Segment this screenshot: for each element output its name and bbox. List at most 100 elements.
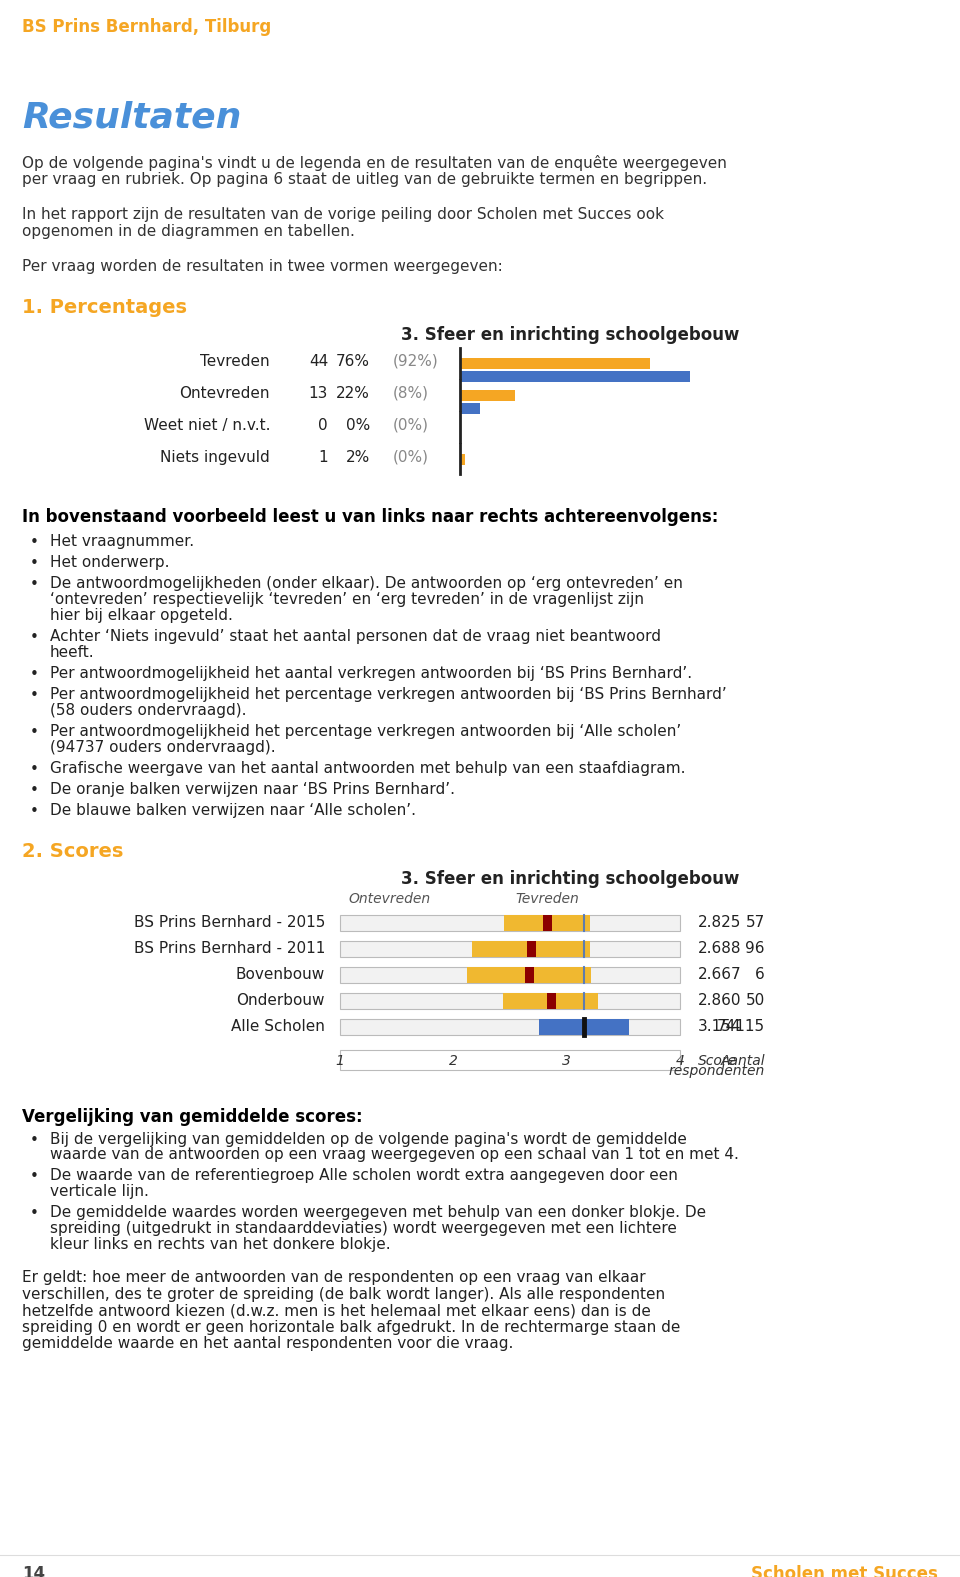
Text: per vraag en rubriek. Op pagina 6 staat de uitleg van de gebruikte termen en beg: per vraag en rubriek. Op pagina 6 staat … [22, 172, 708, 188]
Text: (92%): (92%) [393, 353, 439, 369]
Text: Het onderwerp.: Het onderwerp. [50, 555, 170, 571]
Text: •: • [30, 804, 38, 818]
Bar [340, 915, 680, 930]
Text: spreiding 0 en wordt er geen horizontale balk afgedrukt. In de rechtermarge staa: spreiding 0 en wordt er geen horizontale… [22, 1320, 681, 1334]
Bar [340, 992, 680, 1009]
Text: Het vraagnummer.: Het vraagnummer. [50, 535, 194, 549]
Text: Bij de vergelijking van gemiddelden op de volgende pagina's wordt de gemiddelde: Bij de vergelijking van gemiddelden op d… [50, 1132, 686, 1146]
Text: 3. Sfeer en inrichting schoolgebouw: 3. Sfeer en inrichting schoolgebouw [401, 869, 739, 888]
Text: 2.860: 2.860 [698, 994, 741, 1008]
Text: 3: 3 [563, 1053, 571, 1068]
Text: •: • [30, 629, 38, 645]
Text: •: • [30, 725, 38, 740]
Text: 2. Scores: 2. Scores [22, 842, 124, 861]
Bar [467, 967, 591, 982]
Text: (8%): (8%) [393, 386, 429, 401]
Text: Resultaten: Resultaten [22, 99, 241, 134]
Bar [340, 940, 680, 957]
Text: (0%): (0%) [393, 418, 429, 434]
Text: 44: 44 [309, 353, 328, 369]
Text: Niets ingevuld: Niets ingevuld [160, 449, 270, 465]
Text: Ontevreden: Ontevreden [180, 386, 270, 401]
Text: Score: Score [698, 1053, 737, 1068]
Text: hier bij elkaar opgeteld.: hier bij elkaar opgeteld. [50, 609, 233, 623]
Text: Vergelijking van gemiddelde scores:: Vergelijking van gemiddelde scores: [22, 1107, 363, 1126]
Bar [460, 358, 650, 369]
Bar [460, 371, 690, 382]
Text: respondenten: respondenten [669, 1063, 765, 1077]
Text: 2.688: 2.688 [698, 941, 741, 956]
Text: •: • [30, 1170, 38, 1184]
Text: 2.825: 2.825 [698, 915, 741, 930]
Text: Scholen met Succes: Scholen met Succes [751, 1564, 938, 1577]
Text: spreiding (uitgedrukt in standaarddeviaties) wordt weergegeven met een lichtere: spreiding (uitgedrukt in standaarddeviat… [50, 1221, 677, 1236]
Text: In het rapport zijn de resultaten van de vorige peiling door Scholen met Succes : In het rapport zijn de resultaten van de… [22, 207, 664, 222]
Text: 50: 50 [746, 994, 765, 1008]
Text: Onderbouw: Onderbouw [236, 994, 325, 1008]
Text: Tevreden: Tevreden [515, 891, 579, 905]
Text: BS Prins Bernhard - 2011: BS Prins Bernhard - 2011 [133, 941, 325, 956]
Bar [340, 1019, 680, 1035]
Text: 2%: 2% [346, 449, 370, 465]
Text: opgenomen in de diagrammen en tabellen.: opgenomen in de diagrammen en tabellen. [22, 224, 355, 240]
Bar [539, 1019, 630, 1035]
Text: •: • [30, 688, 38, 703]
Text: 1: 1 [336, 1053, 345, 1068]
Text: ‘ontevreden’ respectievelijk ‘tevreden’ en ‘erg tevreden’ in de vragenlijst zijn: ‘ontevreden’ respectievelijk ‘tevreden’ … [50, 591, 644, 607]
Text: verschillen, des te groter de spreiding (de balk wordt langer). Als alle respond: verschillen, des te groter de spreiding … [22, 1287, 665, 1301]
Text: waarde van de antwoorden op een vraag weergegeven op een schaal van 1 tot en met: waarde van de antwoorden op een vraag we… [50, 1148, 739, 1162]
Bar [340, 1050, 680, 1069]
Text: De blauwe balken verwijzen naar ‘Alle scholen’.: De blauwe balken verwijzen naar ‘Alle sc… [50, 803, 416, 817]
Text: 96: 96 [746, 941, 765, 956]
Text: Tevreden: Tevreden [201, 353, 270, 369]
Text: heeft.: heeft. [50, 645, 95, 659]
Text: 14: 14 [22, 1564, 45, 1577]
Text: •: • [30, 535, 38, 550]
Text: 2: 2 [449, 1053, 458, 1068]
Text: 0%: 0% [346, 418, 370, 434]
Text: 22%: 22% [336, 386, 370, 401]
Text: hetzelfde antwoord kiezen (d.w.z. men is het helemaal met elkaar eens) dan is de: hetzelfde antwoord kiezen (d.w.z. men is… [22, 1303, 651, 1318]
Bar [460, 454, 465, 465]
Text: Achter ‘Niets ingevuld’ staat het aantal personen dat de vraag niet beantwoord: Achter ‘Niets ingevuld’ staat het aantal… [50, 629, 661, 643]
Text: 74115: 74115 [717, 1019, 765, 1035]
Bar [503, 992, 598, 1009]
Bar [340, 967, 680, 982]
Text: 4: 4 [676, 1053, 684, 1068]
Text: •: • [30, 577, 38, 591]
Text: (58 ouders ondervraagd).: (58 ouders ondervraagd). [50, 703, 247, 718]
Bar [460, 390, 515, 401]
Bar [460, 404, 480, 415]
Text: Per antwoordmogelijkheid het aantal verkregen antwoorden bij ‘BS Prins Bernhard’: Per antwoordmogelijkheid het aantal verk… [50, 665, 692, 681]
Bar [547, 992, 556, 1009]
Bar [525, 967, 534, 982]
Text: verticale lijn.: verticale lijn. [50, 1184, 149, 1200]
Text: 76%: 76% [336, 353, 370, 369]
Text: Op de volgende pagina's vindt u de legenda en de resultaten van de enquête weerg: Op de volgende pagina's vindt u de legen… [22, 155, 727, 170]
Text: 57: 57 [746, 915, 765, 930]
Text: 3. Sfeer en inrichting schoolgebouw: 3. Sfeer en inrichting schoolgebouw [401, 326, 739, 344]
Text: •: • [30, 557, 38, 571]
Text: 6: 6 [756, 967, 765, 982]
Text: 13: 13 [308, 386, 328, 401]
Text: Bovenbouw: Bovenbouw [236, 967, 325, 982]
Text: •: • [30, 782, 38, 798]
Text: kleur links en rechts van het donkere blokje.: kleur links en rechts van het donkere bl… [50, 1238, 391, 1252]
Bar [472, 940, 590, 957]
Text: (0%): (0%) [393, 449, 429, 465]
Bar [542, 915, 552, 930]
Text: Alle Scholen: Alle Scholen [231, 1019, 325, 1035]
Text: 0: 0 [319, 418, 328, 434]
Text: 3.154: 3.154 [698, 1019, 741, 1035]
Text: 2.667: 2.667 [698, 967, 742, 982]
Text: Aantal: Aantal [720, 1053, 765, 1068]
Text: Per vraag worden de resultaten in twee vormen weergegeven:: Per vraag worden de resultaten in twee v… [22, 259, 503, 274]
Text: De waarde van de referentiegroep Alle scholen wordt extra aangegeven door een: De waarde van de referentiegroep Alle sc… [50, 1169, 678, 1183]
Text: In bovenstaand voorbeeld leest u van links naar rechts achtereenvolgens:: In bovenstaand voorbeeld leest u van lin… [22, 508, 718, 527]
Text: (94737 ouders ondervraagd).: (94737 ouders ondervraagd). [50, 740, 276, 755]
Text: BS Prins Bernhard - 2015: BS Prins Bernhard - 2015 [133, 915, 325, 930]
Bar [504, 915, 589, 930]
Text: De gemiddelde waardes worden weergegeven met behulp van een donker blokje. De: De gemiddelde waardes worden weergegeven… [50, 1205, 707, 1221]
Text: Grafische weergave van het aantal antwoorden met behulp van een staafdiagram.: Grafische weergave van het aantal antwoo… [50, 760, 685, 776]
Text: BS Prins Bernhard, Tilburg: BS Prins Bernhard, Tilburg [22, 17, 272, 36]
